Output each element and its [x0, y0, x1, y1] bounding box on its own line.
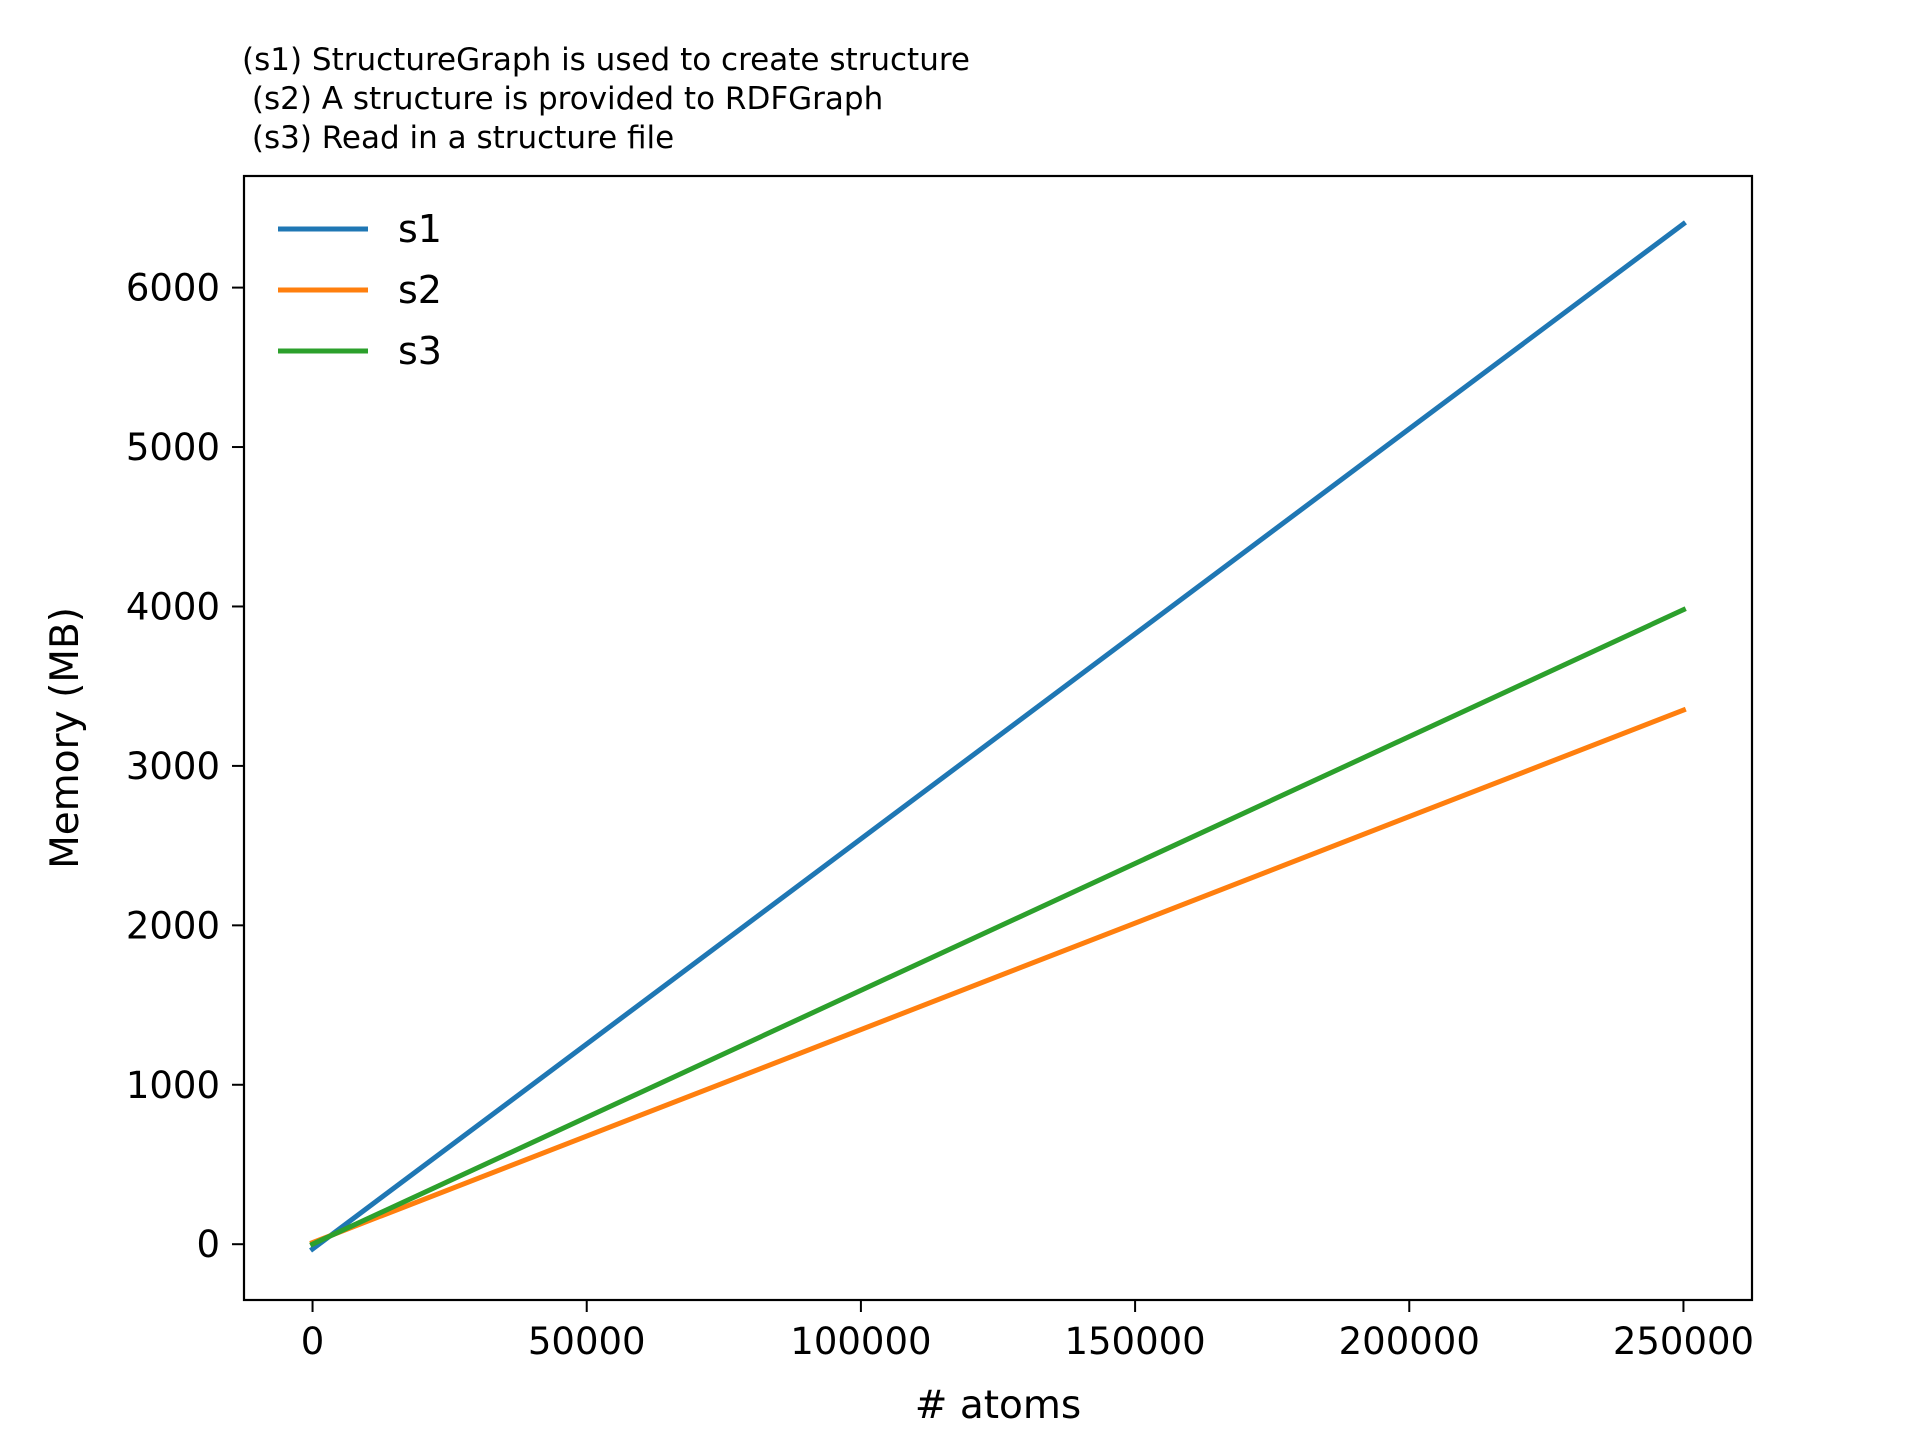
- series-line-s3: [309, 606, 1687, 1248]
- x-tick-label: 150000: [1064, 1320, 1205, 1363]
- legend-label-s2: s2: [398, 268, 442, 312]
- y-axis-label: Memory (MB): [43, 607, 88, 869]
- y-tick-label: 2000: [126, 904, 220, 947]
- y-axis: 0 1000 2000 3000 4000 5000 6000: [126, 267, 244, 1266]
- y-tick-label: 0: [196, 1223, 220, 1266]
- y-tick-label: 4000: [126, 585, 220, 628]
- y-tick-label: 5000: [126, 426, 220, 469]
- series-lines: [309, 220, 1687, 1253]
- title-line-2: (s2) A structure is provided to RDFGraph: [242, 81, 883, 117]
- chart-title: (s1) StructureGraph is used to create st…: [242, 42, 970, 156]
- title-line-3: (s3) Read in a structure file: [242, 120, 674, 156]
- x-tick-label: 200000: [1339, 1320, 1480, 1363]
- plot-frame: [242, 174, 1754, 1302]
- series-line-s1: [309, 220, 1687, 1253]
- x-axis: 0 50000 100000 150000 200000 250000: [301, 1300, 1754, 1363]
- y-tick-label: 6000: [126, 267, 220, 310]
- legend: s1 s2 s3: [278, 207, 442, 373]
- y-tick-label: 3000: [126, 745, 220, 788]
- x-tick-label: 0: [301, 1320, 325, 1363]
- series-line-s2: [309, 706, 1687, 1246]
- y-tick-label: 1000: [126, 1064, 220, 1107]
- title-line-1: (s1) StructureGraph is used to create st…: [242, 42, 970, 78]
- x-tick-label: 100000: [790, 1320, 931, 1363]
- x-tick-label: 50000: [528, 1320, 646, 1363]
- x-tick-label: 250000: [1613, 1320, 1754, 1363]
- x-axis-label: # atoms: [915, 1383, 1081, 1428]
- legend-label-s3: s3: [398, 329, 442, 373]
- legend-label-s1: s1: [398, 207, 442, 251]
